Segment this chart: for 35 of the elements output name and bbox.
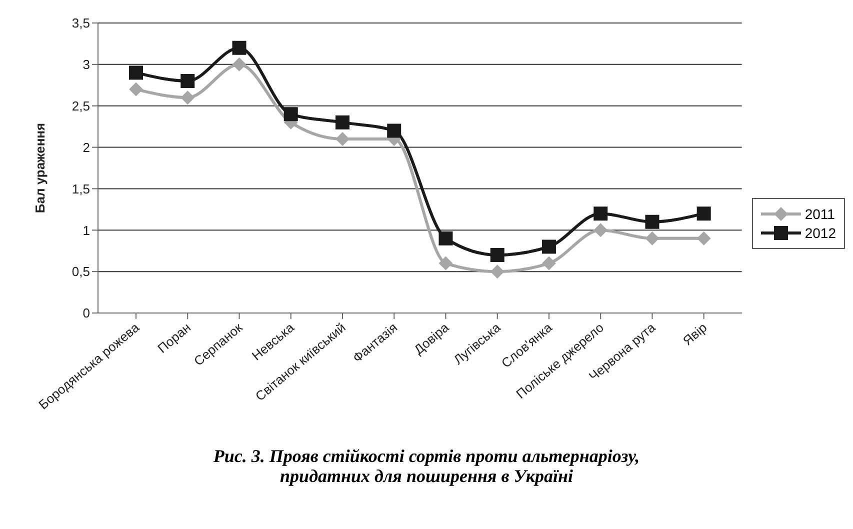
y-tick-label: 2 [82,140,90,155]
y-tick-label: 0 [82,306,90,321]
y-tick-label: 3 [82,57,90,72]
point [232,40,246,55]
point [490,248,504,262]
legend-label: 2012 [804,224,836,240]
y-tick-label: 3,5 [72,16,90,31]
point [542,256,556,270]
point [696,206,711,221]
point [438,256,453,270]
y-tick-label: 1 [82,222,90,238]
point [335,132,350,146]
point [696,231,711,246]
y-tick-label: 2,5 [72,98,90,114]
point [645,231,660,246]
point [645,214,660,229]
y-tick-label: 0,5 [72,264,90,280]
point [594,223,608,238]
legend-label: 2011 [804,206,835,222]
point [284,107,298,122]
point [594,206,608,221]
text: Рис. 3. Прояв стійкості сортів проти альтернаріозу, придатних для поширення в Україні [212,446,641,486]
y-tick-label: 1,5 [72,181,90,196]
point [387,124,402,138]
y-axis-title: Бал ураження [32,122,48,214]
point [335,115,350,130]
point [180,74,195,88]
point [232,57,246,72]
point [129,66,143,80]
point [180,90,195,105]
point [438,231,453,246]
point [129,82,143,96]
x-tick-label: Явір [680,320,710,348]
point [490,264,504,279]
point [542,240,556,254]
